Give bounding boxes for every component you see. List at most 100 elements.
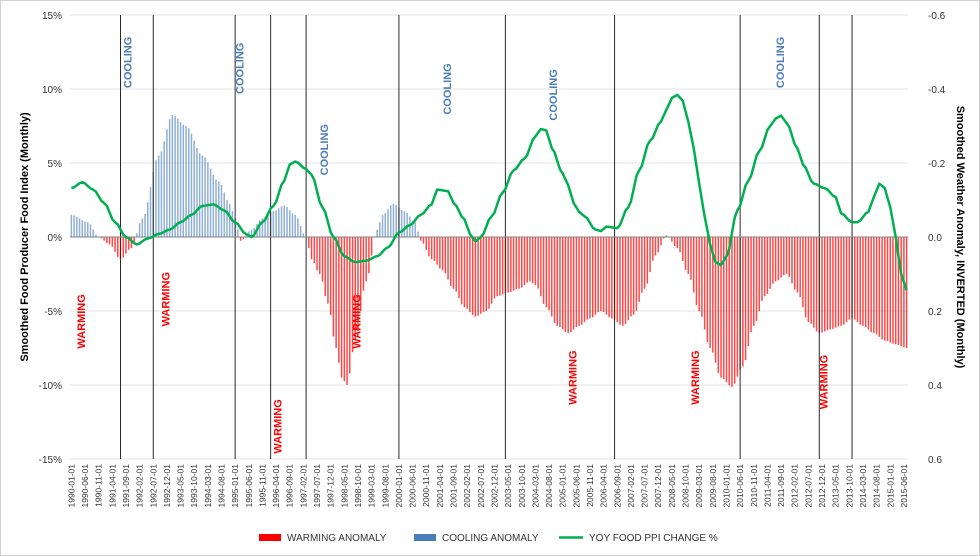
- warming-bar: [832, 237, 834, 329]
- warming-bar: [591, 237, 594, 318]
- warming-bar: [687, 237, 690, 274]
- warming-bar: [321, 237, 324, 282]
- x-tick-label: 2011-04-01: [762, 464, 772, 507]
- warming-bar: [122, 237, 124, 258]
- warming-bar: [774, 237, 777, 282]
- x-tick-label: 1997-02-01: [298, 464, 308, 508]
- warming-bar: [894, 237, 897, 345]
- warming-bar: [897, 237, 900, 345]
- warming-bar: [458, 237, 460, 299]
- x-tick-label: 2014-08-01: [872, 464, 882, 508]
- warming-bar: [884, 237, 886, 341]
- warming-bar: [526, 237, 528, 283]
- warming-bar: [826, 237, 829, 331]
- warming-bar: [127, 237, 130, 250]
- warming-bar: [362, 237, 365, 291]
- warming-bar: [793, 237, 796, 290]
- cooling-bar: [177, 118, 179, 237]
- cooling-bar: [157, 155, 160, 237]
- x-tick-label: 2008-10-01: [681, 464, 691, 508]
- y2-tick-label: -0.6: [928, 11, 946, 22]
- warming-bar: [537, 237, 539, 289]
- warming-bar: [632, 237, 635, 315]
- y2-tick-label: -0.2: [928, 159, 946, 170]
- cooling-annotation: COOLING: [122, 37, 134, 88]
- warming-bar: [854, 237, 856, 320]
- warming-bar: [733, 237, 736, 384]
- warming-bar: [597, 237, 599, 313]
- x-tick-label: 1998-05-01: [339, 464, 349, 508]
- warming-bar: [422, 237, 425, 244]
- warming-bar: [783, 237, 785, 276]
- warming-bar: [728, 237, 730, 386]
- y-tick-label: 15%: [42, 11, 62, 22]
- x-tick-label: 2015-01-01: [885, 464, 895, 508]
- warming-bar: [671, 237, 673, 242]
- cooling-bar: [182, 124, 185, 237]
- warming-bar: [368, 237, 370, 274]
- x-tick-label: 2007-07-01: [640, 464, 650, 508]
- cooling-bar: [280, 206, 283, 237]
- cooling-bar: [155, 160, 157, 237]
- warming-bar: [824, 237, 826, 332]
- warming-bar: [316, 237, 318, 271]
- warming-bar: [714, 237, 717, 363]
- x-tick-label: 2007-02-01: [626, 464, 636, 508]
- cooling-bar: [665, 235, 668, 237]
- left-axis-title: Smoothed Food Producer Food Index (Month…: [19, 112, 31, 362]
- warming-bar: [878, 237, 881, 337]
- warming-bar: [709, 237, 711, 348]
- cooling-bar: [196, 147, 198, 237]
- cooling-bar: [291, 213, 294, 237]
- warming-bar: [540, 237, 542, 297]
- x-tick-label: 2011-09-01: [776, 464, 786, 507]
- y-tick-label: 0%: [48, 233, 63, 244]
- warming-bar: [447, 237, 449, 280]
- warming-bar: [313, 237, 316, 264]
- warming-annotation: WARMING: [819, 355, 831, 409]
- y2-tick-label: 0.4: [928, 381, 942, 392]
- warming-bar: [673, 237, 676, 247]
- x-tick-label: 2014-03-01: [858, 464, 868, 508]
- warming-annotation: WARMING: [76, 294, 88, 348]
- x-tick-label: 1995-06-01: [244, 464, 254, 508]
- x-tick-label: 2010-06-01: [735, 464, 745, 508]
- cooling-bar: [250, 229, 253, 237]
- warming-bar: [662, 237, 665, 239]
- cooling-bar: [302, 233, 305, 237]
- cooling-bar: [392, 203, 395, 237]
- warming-bar: [646, 237, 649, 284]
- warming-bar: [703, 237, 706, 330]
- x-tick-label: 2009-08-01: [708, 464, 718, 508]
- warming-bar: [493, 237, 496, 299]
- warming-bar: [785, 237, 788, 274]
- cooling-bar: [163, 141, 165, 237]
- warming-bar: [813, 237, 815, 328]
- warming-bar: [324, 237, 326, 296]
- warming-bar: [485, 237, 488, 311]
- warming-bar: [843, 237, 845, 325]
- warming-bar: [106, 237, 108, 244]
- warming-bar: [340, 237, 343, 378]
- x-tick-label: 2012-02-01: [790, 464, 800, 508]
- legend-label-warming: WARMING ANOMALY: [287, 533, 387, 544]
- warming-bar: [430, 237, 433, 260]
- warming-bar: [747, 237, 750, 347]
- x-tick-label: 2001-09-01: [449, 464, 459, 508]
- period-annotations: COOLING WARMING WARMING COOLING WARMING COOLI…: [76, 37, 831, 454]
- warming-bar: [886, 237, 889, 342]
- cooling-bar: [168, 119, 171, 237]
- warming-bar: [581, 237, 583, 325]
- warming-bar: [731, 237, 733, 387]
- ppi-series-line: [70, 93, 908, 291]
- warming-bar: [335, 237, 337, 348]
- warming-bar: [490, 237, 493, 304]
- x-tick-label: 2012-07-01: [803, 464, 813, 508]
- x-tick-label: 2002-07-01: [476, 464, 486, 508]
- y-tick-label: -15%: [39, 455, 62, 466]
- warming-bar: [692, 237, 695, 293]
- warming-bar: [742, 237, 744, 367]
- x-tick-label: 1993-05-01: [176, 464, 186, 508]
- cooling-bar: [95, 234, 97, 237]
- warming-bar: [583, 237, 586, 323]
